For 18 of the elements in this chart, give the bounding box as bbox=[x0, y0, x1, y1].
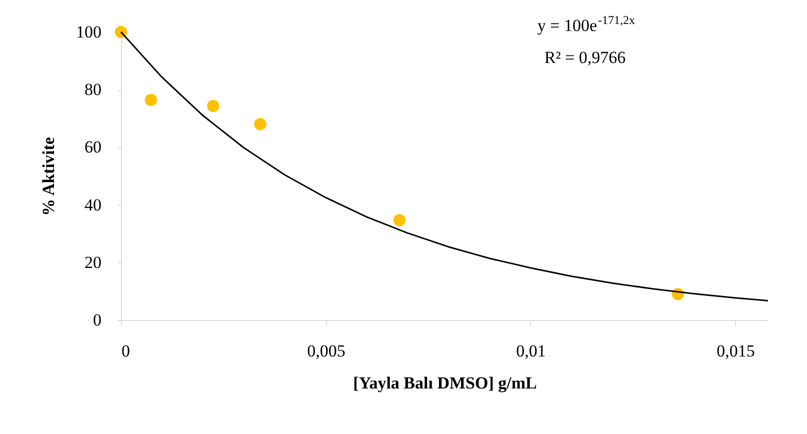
y-tick-label: 20 bbox=[84, 252, 102, 272]
x-axis-title: [Yayla Balı DMSO] g/mL bbox=[353, 374, 537, 392]
y-tick-label: 100 bbox=[76, 22, 102, 42]
point bbox=[254, 118, 266, 130]
y-tick-label: 80 bbox=[84, 80, 102, 100]
point bbox=[144, 94, 158, 106]
point bbox=[207, 100, 220, 112]
x-tick-label: 0 bbox=[122, 342, 130, 360]
x-tick-label: 0,015 bbox=[716, 342, 755, 360]
y-tick-label: 40 bbox=[84, 195, 102, 214]
point bbox=[114, 26, 128, 38]
y-tick-label: 0 bbox=[93, 310, 102, 330]
point bbox=[393, 214, 406, 226]
x-tick-label: 0,01 bbox=[516, 342, 546, 360]
y-axis-title: % Aktivite bbox=[39, 136, 58, 216]
x-tick-label: 0,005 bbox=[307, 342, 346, 360]
annotation: R² = 0,9766 bbox=[544, 48, 626, 67]
y-tick-label: 60 bbox=[84, 138, 102, 157]
